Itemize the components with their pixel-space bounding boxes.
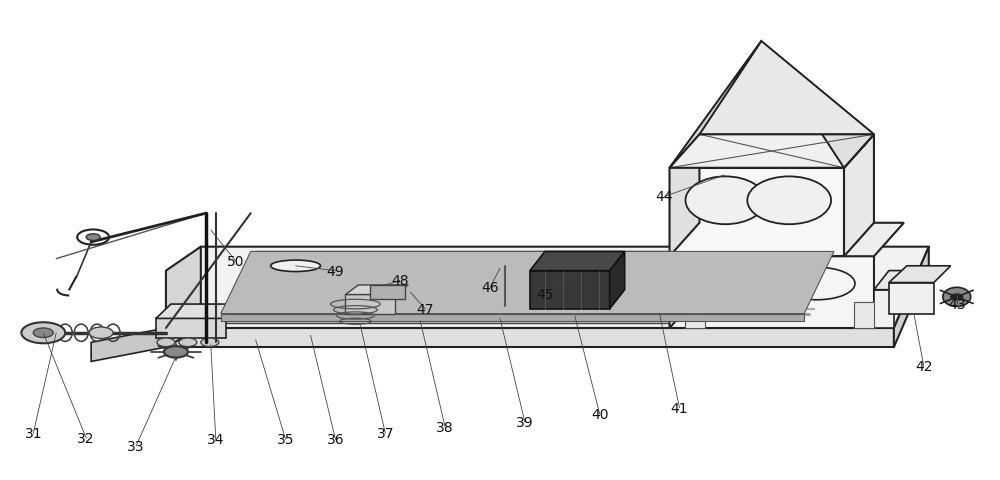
Ellipse shape <box>89 327 113 339</box>
Ellipse shape <box>164 347 188 358</box>
Ellipse shape <box>271 289 320 300</box>
Ellipse shape <box>943 288 971 307</box>
Text: 49: 49 <box>327 264 344 278</box>
Polygon shape <box>166 247 929 328</box>
Text: 33: 33 <box>127 439 145 453</box>
Polygon shape <box>370 285 405 300</box>
Polygon shape <box>271 266 320 295</box>
Polygon shape <box>670 168 844 257</box>
Text: 50: 50 <box>227 254 244 268</box>
Ellipse shape <box>201 338 219 347</box>
Polygon shape <box>166 328 894 348</box>
Text: 45: 45 <box>536 288 554 302</box>
Text: 39: 39 <box>516 415 534 429</box>
Text: 32: 32 <box>77 431 95 445</box>
Polygon shape <box>530 252 625 271</box>
Ellipse shape <box>86 234 100 241</box>
Polygon shape <box>345 285 408 295</box>
Ellipse shape <box>21 323 65 344</box>
Polygon shape <box>226 252 256 324</box>
Ellipse shape <box>685 177 765 225</box>
Text: 42: 42 <box>915 360 933 373</box>
Text: 46: 46 <box>481 281 499 295</box>
Text: 44: 44 <box>656 190 673 204</box>
Polygon shape <box>345 295 395 314</box>
Polygon shape <box>889 266 951 283</box>
Text: 34: 34 <box>207 432 225 446</box>
Polygon shape <box>761 42 874 168</box>
Polygon shape <box>670 223 699 328</box>
Polygon shape <box>670 223 904 257</box>
Polygon shape <box>789 252 819 324</box>
Text: 31: 31 <box>24 426 42 440</box>
Polygon shape <box>894 247 929 348</box>
Polygon shape <box>699 42 874 135</box>
Polygon shape <box>166 247 201 348</box>
Ellipse shape <box>33 328 53 338</box>
Text: 43: 43 <box>948 298 965 312</box>
Text: 36: 36 <box>327 432 344 446</box>
Polygon shape <box>221 252 834 314</box>
Polygon shape <box>91 328 166 362</box>
Polygon shape <box>670 135 874 168</box>
Polygon shape <box>156 319 226 338</box>
Text: 37: 37 <box>377 426 394 440</box>
Polygon shape <box>670 42 844 168</box>
Polygon shape <box>670 135 699 257</box>
Text: 40: 40 <box>591 407 608 421</box>
Polygon shape <box>670 257 874 328</box>
Ellipse shape <box>951 294 963 300</box>
Polygon shape <box>530 271 610 309</box>
Text: 47: 47 <box>416 302 434 316</box>
Polygon shape <box>610 252 625 309</box>
Text: 41: 41 <box>671 401 688 415</box>
Ellipse shape <box>747 177 831 225</box>
Polygon shape <box>670 42 761 168</box>
Polygon shape <box>226 252 819 309</box>
Text: 35: 35 <box>277 432 294 446</box>
Polygon shape <box>156 304 241 319</box>
Polygon shape <box>874 271 909 290</box>
Polygon shape <box>844 135 874 257</box>
Polygon shape <box>854 302 874 328</box>
Polygon shape <box>874 290 894 328</box>
Text: 38: 38 <box>436 420 454 434</box>
Polygon shape <box>889 283 934 314</box>
Polygon shape <box>685 300 705 328</box>
Polygon shape <box>226 309 789 324</box>
Ellipse shape <box>179 338 197 347</box>
Text: 48: 48 <box>391 274 409 288</box>
Polygon shape <box>221 314 804 321</box>
Ellipse shape <box>157 338 175 347</box>
Ellipse shape <box>271 261 320 272</box>
